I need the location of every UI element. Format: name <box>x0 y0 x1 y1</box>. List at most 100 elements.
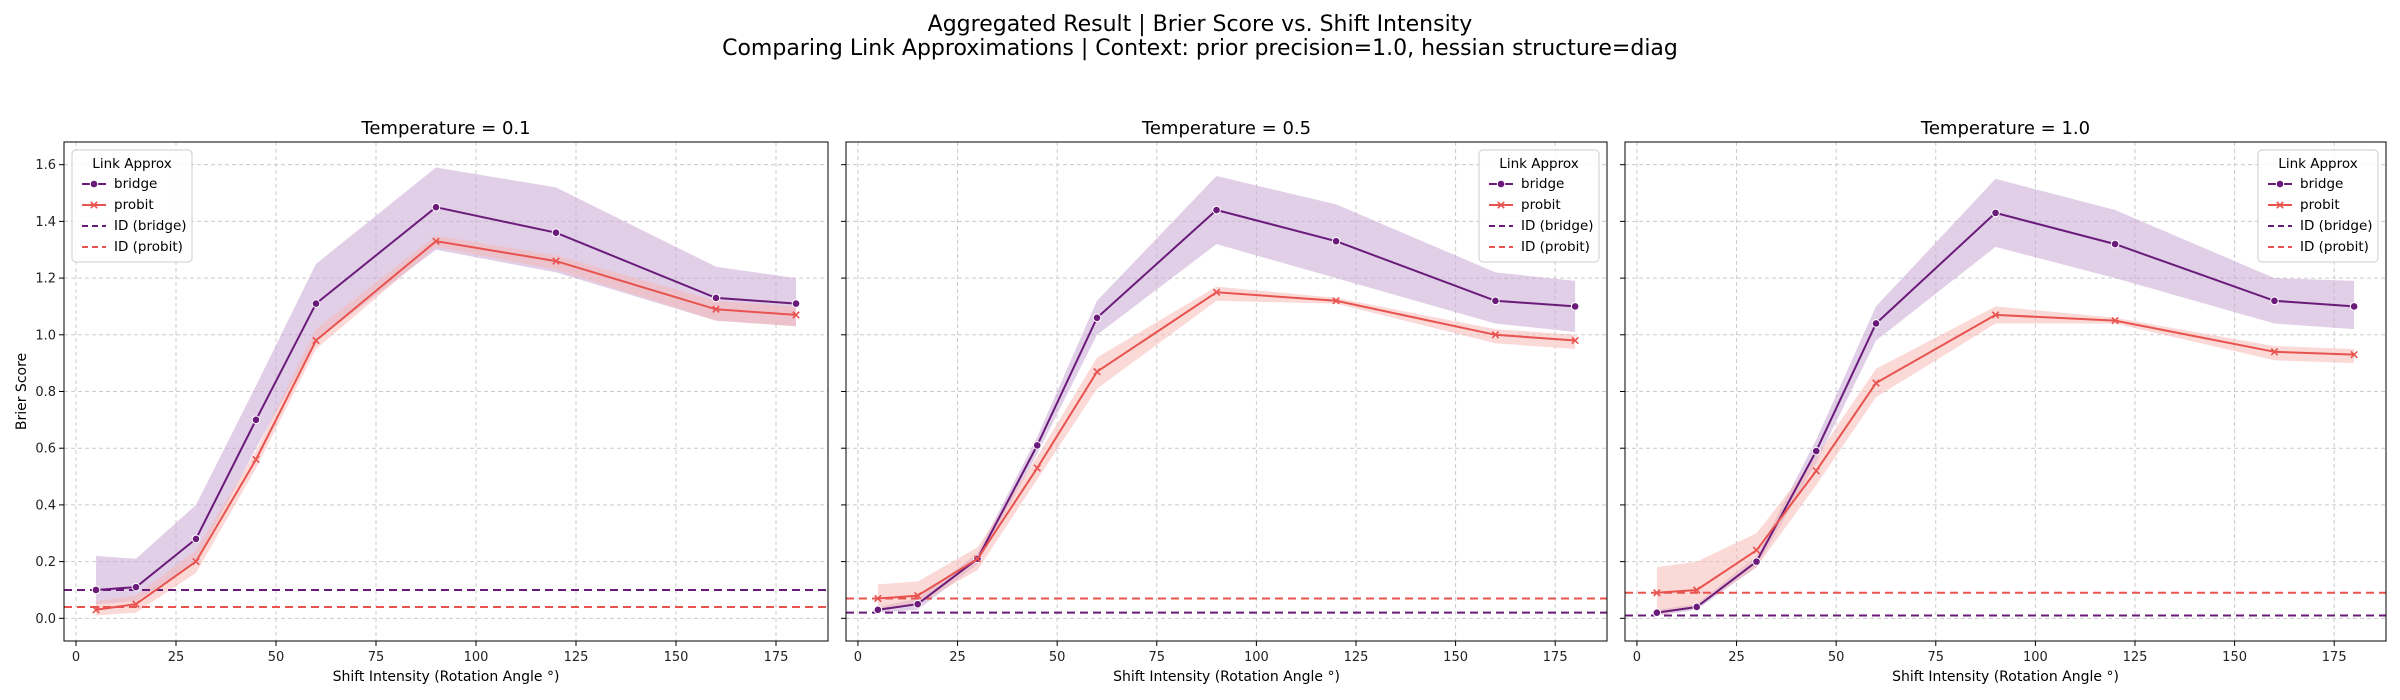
legend-marker-probit <box>90 201 98 209</box>
x-tick-label: 125 <box>564 650 589 665</box>
bridge-point <box>1092 313 1102 323</box>
x-tick-label: 150 <box>664 650 689 665</box>
legend-entry-label: probit <box>2300 197 2340 213</box>
panels: 0 25 50 75 100 125 150 175 0.0 0.2 0.4 0.6 0.8 1.0 1.2… <box>14 118 2387 685</box>
probit-point <box>552 257 560 265</box>
bridge-confidence-band <box>96 167 796 605</box>
bridge-point <box>791 299 801 308</box>
probit-line <box>877 291 1576 600</box>
x-tick-label: 75 <box>368 650 385 665</box>
probit-point <box>973 555 982 563</box>
bridge-point <box>1032 441 1042 450</box>
probit-point <box>1812 467 1821 475</box>
y-tick-label: 1.0 <box>35 328 56 343</box>
plot-area <box>846 176 1607 615</box>
probit-point <box>1212 288 1221 297</box>
bridge-point <box>431 202 441 212</box>
bridge-point <box>1692 602 1702 612</box>
legend: Link Approx bridge probit ID (bridge) ID (pr… <box>1478 149 1600 263</box>
bridge-point <box>2270 296 2279 306</box>
legend: Link Approx bridge probit ID (bridge) ID (pr… <box>71 149 193 263</box>
y-tick-label: 0.0 <box>35 612 56 627</box>
probit-point <box>1991 311 2000 319</box>
legend-entry-label: bridge <box>114 176 157 192</box>
bridge-point <box>1652 608 1662 617</box>
y-tick-label: 1.6 <box>35 158 56 173</box>
y-tick-label: 1.4 <box>35 215 56 230</box>
probit-point <box>252 455 260 464</box>
legend-marker-probit <box>2276 201 2284 209</box>
probit-point <box>712 305 720 314</box>
probit-point <box>92 606 100 614</box>
panel-3: 0 25 50 75 100 125 150 175 Temperature = 1.0 Shif… <box>1620 118 2387 685</box>
probit-point <box>1692 586 1701 594</box>
bridge-point <box>1752 557 1761 566</box>
probit-point <box>2270 348 2279 356</box>
y-tick-label: 0.4 <box>35 498 56 513</box>
probit-point <box>132 600 140 608</box>
legend-entry-label: probit <box>1521 197 1561 213</box>
x-tick-label: 0 <box>854 650 862 665</box>
bridge-point <box>251 415 261 425</box>
x-tick-label: 125 <box>1344 650 1369 665</box>
legend-entry-label: bridge <box>2300 176 2343 192</box>
x-tick-label: 100 <box>464 650 489 665</box>
probit-point <box>1033 464 1042 472</box>
probit-point <box>2111 316 2119 325</box>
x-tick-label: 150 <box>2222 650 2247 665</box>
probit-point <box>792 311 800 319</box>
legend-marker-bridge <box>1496 179 1506 189</box>
x-tick-label: 50 <box>268 650 285 665</box>
subplot-title: Temperature = 0.1 <box>360 118 530 139</box>
bridge-point <box>2349 302 2359 311</box>
figure-subtitle: Comparing Link Approximations | Context:… <box>722 36 1678 61</box>
x-axis-label: Shift Intensity (Rotation Angle °) <box>1892 669 2119 685</box>
x-tick-label: 50 <box>1828 650 1845 665</box>
legend-box <box>1478 149 1600 263</box>
bridge-point <box>1991 208 2000 218</box>
bridge-point <box>2110 239 2120 249</box>
probit-point <box>913 591 922 600</box>
probit-point <box>2350 350 2358 359</box>
probit-confidence-band <box>1656 306 2355 616</box>
x-tick-label: 50 <box>1049 650 1066 665</box>
x-tick-label: 25 <box>1728 650 1745 665</box>
bridge-point <box>1871 319 1881 328</box>
legend-box <box>2257 149 2379 263</box>
x-tick-label: 175 <box>764 650 789 665</box>
bridge-point <box>191 534 201 544</box>
probit-confidence-band <box>96 235 796 616</box>
x-tick-label: 100 <box>1244 650 1269 665</box>
x-tick-label: 75 <box>1928 650 1945 665</box>
y-tick-label: 0.8 <box>35 385 56 400</box>
subplot-title: Temperature = 1.0 <box>1920 118 2090 139</box>
bridge-confidence-band <box>1656 178 2355 616</box>
x-tick-label: 150 <box>1443 650 1468 665</box>
panel-2: 0 25 50 75 100 125 150 175 Temperature = 0.5 Shif… <box>841 118 1608 685</box>
x-tick-label: 0 <box>1633 650 1641 665</box>
bridge-point <box>1811 446 1821 456</box>
plot-area <box>1625 178 2386 617</box>
probit-point <box>1653 589 1661 597</box>
legend-marker-bridge <box>89 179 99 189</box>
probit-point <box>432 237 440 245</box>
probit-point <box>312 336 320 345</box>
legend-title: Link Approx <box>2278 156 2357 172</box>
legend-entry-label: bridge <box>1521 176 1564 192</box>
legend-marker-bridge <box>2275 179 2285 189</box>
y-tick-label: 0.6 <box>35 442 56 457</box>
x-axis-label: Shift Intensity (Rotation Angle °) <box>1113 669 1340 685</box>
x-tick-label: 25 <box>949 650 966 665</box>
probit-point <box>874 594 882 603</box>
x-tick-label: 125 <box>2123 650 2148 665</box>
probit-point <box>1093 367 1101 376</box>
probit-point <box>1752 546 1761 555</box>
x-tick-label: 175 <box>2322 650 2347 665</box>
figure-title: Aggregated Result | Brier Score vs. Shif… <box>928 12 1473 37</box>
legend-box <box>71 149 193 263</box>
subplot-title: Temperature = 0.5 <box>1141 118 1311 139</box>
x-tick-label: 25 <box>168 650 185 665</box>
bridge-point <box>913 599 923 609</box>
x-tick-label: 75 <box>1149 650 1166 665</box>
bridge-point <box>1570 302 1580 311</box>
